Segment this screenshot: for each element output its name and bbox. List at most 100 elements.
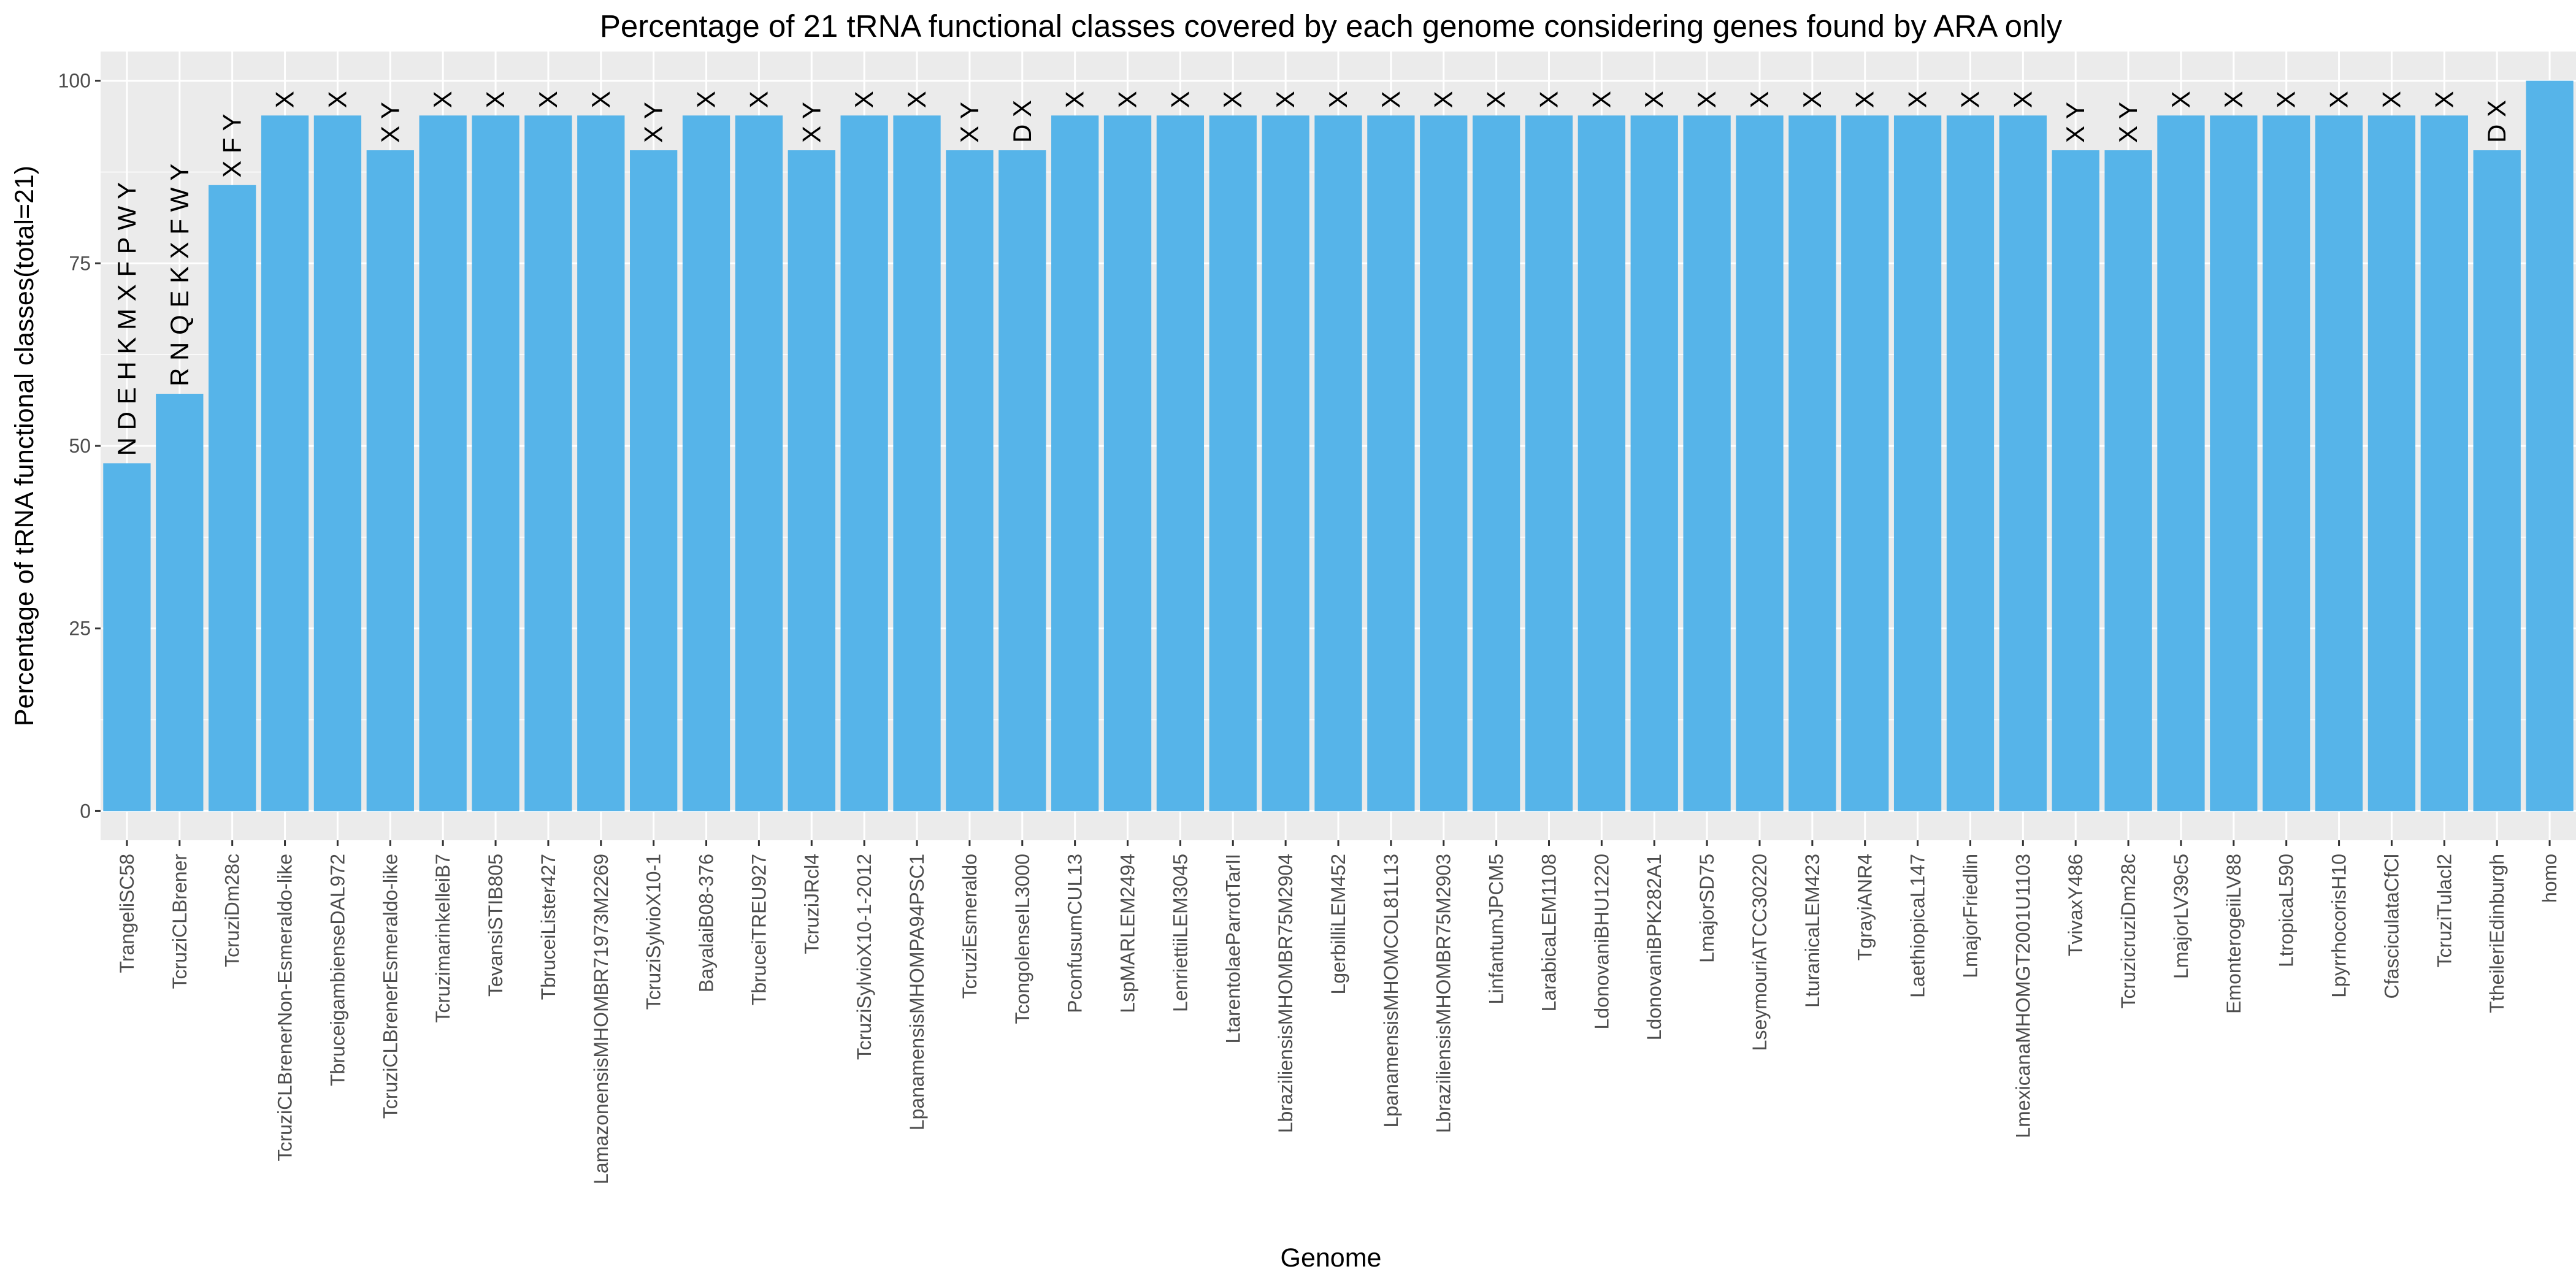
missing-classes-label: X	[270, 91, 299, 108]
bar	[946, 150, 994, 811]
missing-classes-label: X	[692, 91, 721, 108]
x-tick-label: TcongolenseIL3000	[1011, 854, 1033, 1024]
missing-classes-label: X	[902, 91, 931, 108]
bar	[2367, 115, 2416, 811]
missing-classes-label: X	[1060, 91, 1089, 108]
x-tick-label: LpanamensisMHOMCOL81L13	[1380, 854, 1402, 1127]
bar	[261, 115, 309, 811]
bar	[1841, 115, 1889, 811]
x-tick-label: EmonterogeiiLV88	[2223, 854, 2245, 1014]
x-tick-label: LpanamensisMHOMPA94PSC1	[906, 854, 928, 1130]
missing-classes-label: X	[1850, 91, 1879, 108]
bar	[1051, 115, 1099, 811]
missing-classes-label: X	[1429, 91, 1458, 108]
x-tick-label: TbruceiTREU927	[748, 854, 770, 1005]
missing-classes-label: X	[2325, 91, 2353, 108]
missing-classes-label: X	[1324, 91, 1352, 108]
missing-classes-label: X	[2272, 91, 2301, 108]
y-tick-label: 25	[69, 618, 91, 640]
bar	[2263, 115, 2310, 811]
bar	[2210, 115, 2258, 811]
missing-classes-label: X	[2219, 91, 2248, 108]
bar	[524, 115, 572, 811]
x-tick-label: TtheileriEdinburgh	[2486, 854, 2508, 1013]
bar	[1999, 115, 2047, 811]
missing-classes-label: D X	[1008, 100, 1037, 143]
x-tick-label: TcruziJRcl4	[800, 854, 822, 954]
bar	[2526, 80, 2574, 811]
missing-classes-label: X F Y	[218, 114, 247, 178]
x-axis: TrangeliSC58 TcruziCLBrener TcruziDm28c Tcr…	[116, 840, 2561, 1184]
annotations-layer: N D E H K M X F P W Y R N Q E K X F W Y X …	[112, 91, 2511, 456]
bar	[1946, 115, 1995, 811]
y-axis: 0 25 50 75 100	[58, 70, 101, 822]
x-tick-label: LspMARLEM2494	[1117, 854, 1139, 1013]
x-tick-label: TcruziSylvioX10-1-2012	[853, 854, 875, 1060]
x-tick-label: LmajorLV39c5	[2170, 854, 2192, 979]
bar	[2052, 150, 2099, 811]
x-tick-label: TgrayiANR4	[1854, 854, 1876, 960]
x-tick-label: LtarentolaeParrotTarII	[1222, 854, 1244, 1044]
missing-classes-label: X	[1534, 91, 1563, 108]
x-tick-label: LbraziliensisMHOMBR75M2903	[1433, 854, 1455, 1133]
y-tick-label: 50	[69, 435, 91, 457]
x-tick-label: TbruceigambienseDAL972	[326, 854, 348, 1086]
chart-title: Percentage of 21 tRNA functional classes…	[600, 9, 2063, 44]
x-tick-label: TcruziCLBrenerEsmeraldo-like	[379, 854, 401, 1119]
bar	[313, 115, 362, 811]
missing-classes-label: X	[2429, 91, 2458, 108]
x-tick-label: homo	[2539, 854, 2561, 903]
missing-classes-label: X	[1903, 91, 1932, 108]
bar	[209, 185, 256, 811]
missing-classes-label: X	[2377, 91, 2405, 108]
x-tick-label: TcruziTulacl2	[2433, 854, 2455, 968]
x-tick-label: PconfusumCUL13	[1064, 854, 1086, 1013]
missing-classes-label: X	[481, 91, 510, 108]
bar	[1683, 115, 1731, 811]
x-tick-label: LtropicaL590	[2275, 854, 2298, 967]
bar	[366, 150, 414, 811]
x-tick-label: TcruzimarinkelleiB7	[432, 854, 454, 1023]
missing-classes-label: R N Q E K X F W Y	[165, 164, 194, 386]
bar	[1577, 115, 1626, 811]
missing-classes-label: D X	[2482, 100, 2511, 143]
bar	[1156, 115, 1205, 811]
y-tick-label: 100	[58, 70, 91, 92]
missing-classes-label: X	[586, 91, 615, 108]
bar	[1367, 115, 1415, 811]
missing-classes-label: N D E H K M X F P W Y	[112, 182, 141, 456]
missing-classes-label: X	[1482, 91, 1511, 108]
x-tick-label: TcruzicruziDm28c	[2117, 854, 2139, 1008]
missing-classes-label: X	[1165, 91, 1194, 108]
missing-classes-label: X	[1113, 91, 1142, 108]
bar	[735, 115, 783, 811]
bar	[1209, 115, 1257, 811]
bar	[630, 150, 678, 811]
x-tick-label: LmexicanaMHOMGT2001U1103	[2012, 854, 2034, 1138]
missing-classes-label: X	[2008, 91, 2037, 108]
y-tick-label: 75	[69, 252, 91, 274]
bar	[2315, 115, 2363, 811]
bar	[2104, 150, 2152, 811]
bar	[2157, 115, 2205, 811]
y-tick-label: 0	[80, 800, 91, 822]
x-tick-label: TrangeliSC58	[116, 854, 138, 973]
x-tick-label: TcruziCLBrener	[169, 854, 191, 989]
missing-classes-label: X	[1376, 91, 1405, 108]
bar	[419, 115, 467, 811]
x-tick-label: LmajorSD75	[1696, 854, 1718, 963]
bar	[1630, 115, 1678, 811]
bar	[893, 115, 941, 811]
missing-classes-label: X	[1639, 91, 1668, 108]
x-tick-label: LmajorFriedlin	[1959, 854, 1981, 978]
missing-classes-label: X Y	[955, 102, 984, 143]
x-axis-title: Genome	[1281, 1243, 1382, 1273]
x-tick-label: LenriettiiLEM3045	[1169, 854, 1191, 1012]
x-tick-label: LseymouriATCC30220	[1749, 854, 1771, 1051]
bar	[1314, 115, 1362, 811]
x-tick-label: LamazonensisMHOMBR71973M2269	[590, 854, 612, 1184]
missing-classes-label: X	[744, 91, 773, 108]
bar	[2473, 150, 2521, 811]
